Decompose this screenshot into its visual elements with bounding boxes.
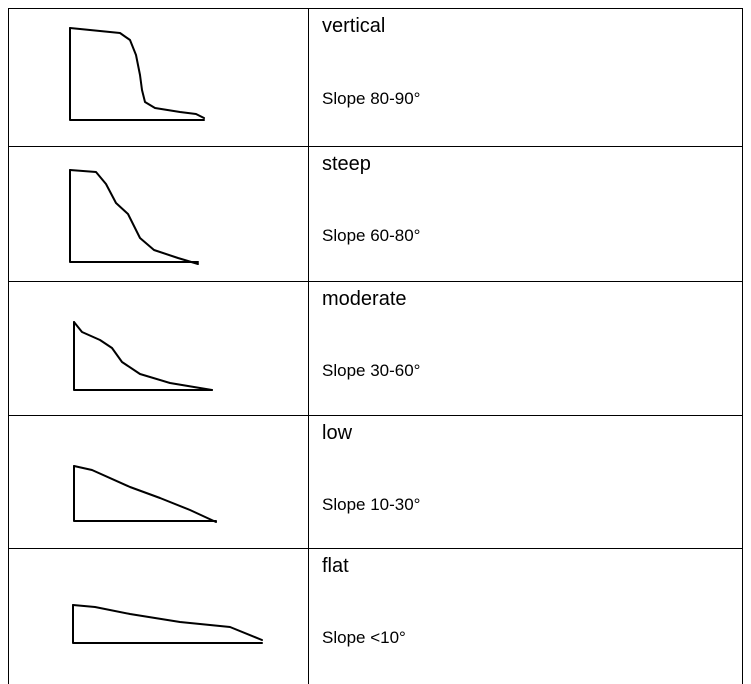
- labels: vertical Slope 80-90° steep Slope 60-80°…: [322, 15, 420, 647]
- slope-range: Slope 10-30°: [322, 495, 420, 514]
- profile-curve: [72, 604, 263, 641]
- slope-range: Slope <10°: [322, 628, 406, 647]
- profile-curve: [73, 465, 217, 523]
- slope-range: Slope 60-80°: [322, 226, 420, 245]
- slope-range: Slope 30-60°: [322, 361, 420, 380]
- table-borders: [8, 8, 743, 684]
- slope-range: Slope 80-90°: [322, 89, 420, 108]
- profile-axes: [72, 604, 263, 644]
- profile-curve: [69, 27, 205, 119]
- slope-name: vertical: [322, 15, 385, 37]
- profile-axes: [73, 465, 217, 522]
- profile-axes: [69, 27, 205, 121]
- profile-curve: [69, 169, 199, 265]
- profile-axes: [73, 321, 213, 391]
- slope-name: flat: [322, 555, 349, 577]
- profile-axes: [69, 169, 199, 263]
- profile-curve: [73, 321, 213, 391]
- sketches: [69, 27, 263, 644]
- slope-name: low: [322, 422, 353, 444]
- slope-name: steep: [322, 153, 371, 175]
- slope-name: moderate: [322, 288, 407, 310]
